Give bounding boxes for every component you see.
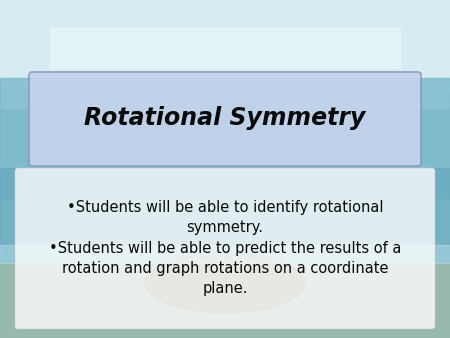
Bar [0,245,450,263]
FancyBboxPatch shape [29,72,421,166]
Text: Rotational Symmetry: Rotational Symmetry [84,106,366,130]
Ellipse shape [145,253,305,313]
Bar [0,0,450,108]
Bar [0,263,450,338]
Bar [0,78,450,198]
Bar [0,0,450,88]
Bar [0,168,450,278]
FancyBboxPatch shape [15,168,435,329]
Text: •Students will be able to identify rotational
symmetry.
•Students will be able t: •Students will be able to identify rotat… [49,200,401,296]
Bar [50,28,400,68]
